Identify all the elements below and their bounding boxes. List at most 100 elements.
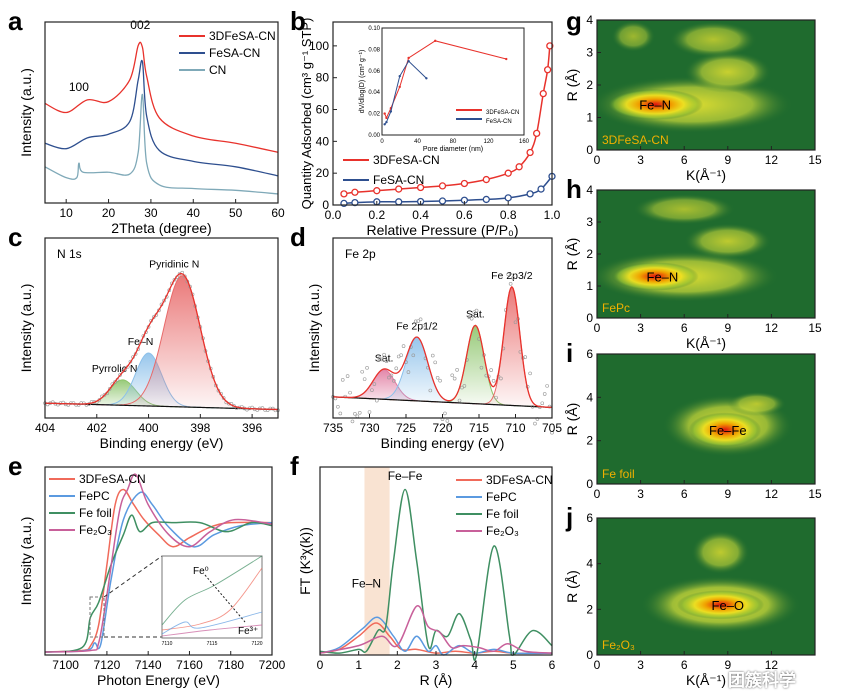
peak-label: Pyridinic N — [149, 259, 199, 271]
series-line-Fe-O- — [319, 605, 553, 654]
data-point — [504, 169, 512, 177]
heatmap-blob — [676, 590, 765, 620]
data-point — [447, 422, 452, 427]
y-tick-label: 0 — [586, 143, 593, 157]
data-point — [416, 183, 425, 192]
legend-label: Fe₂O₃ — [79, 523, 112, 537]
x-tick-label: 0.6 — [456, 208, 473, 222]
inset-x-tick-label: 40 — [414, 139, 421, 145]
data-point — [450, 373, 455, 378]
data-point — [394, 366, 399, 371]
x-axis-label: K(Å⁻¹) — [686, 672, 726, 688]
x-tick-label: 710 — [505, 421, 525, 435]
data-point — [340, 378, 345, 382]
x-tick-label: 4 — [471, 658, 478, 672]
x-tick-label: 0.0 — [325, 208, 342, 222]
series-line-Fe-foil — [44, 514, 273, 653]
data-point — [102, 393, 107, 397]
x-tick-label: 3 — [637, 153, 644, 167]
data-point — [511, 276, 515, 280]
data-point — [489, 368, 493, 372]
x-tick-label: 6 — [681, 153, 688, 167]
peak-fill — [45, 379, 278, 410]
data-point — [379, 357, 384, 362]
inset-curve — [161, 611, 263, 635]
x-tick-label: 7140 — [135, 658, 162, 672]
x-tick-label: 6 — [681, 321, 688, 335]
inset-curve — [161, 624, 263, 637]
plot-frame — [44, 237, 279, 419]
data-point — [348, 390, 352, 395]
peak-label: Fe–N — [647, 269, 679, 284]
data-point — [416, 319, 420, 323]
x-tick-label: 3 — [433, 658, 440, 672]
inset-y-tick-label: 0.04 — [368, 90, 380, 96]
x-tick-label: 5 — [510, 658, 517, 672]
y-axis-label: R (Å) — [564, 570, 580, 603]
annotation: 002 — [130, 18, 150, 32]
data-point — [268, 406, 273, 411]
peak-label: Sat. — [375, 353, 394, 365]
x-tick-label: 9 — [724, 321, 731, 335]
y-tick-label: 80 — [316, 71, 330, 85]
x-tick-label: 1 — [355, 658, 362, 672]
data-point — [340, 190, 348, 198]
panel-a: a 100 002 10 20 30 40 50 60 2Theta (degree) Intens… — [8, 6, 285, 236]
x-tick-label: 7120 — [94, 658, 121, 672]
data-point — [336, 404, 340, 409]
inset-curve — [161, 567, 263, 631]
y-axis-label: R (Å) — [564, 403, 580, 436]
data-point — [438, 197, 447, 205]
x-tick-label: 50 — [229, 206, 243, 220]
y-axis-label: Intensity (a.u.) — [18, 517, 34, 606]
data-point — [430, 353, 435, 358]
legend-label: Fe foil — [79, 506, 112, 520]
x-tick-label: 9 — [724, 153, 731, 167]
x-tick-label: 0 — [317, 658, 324, 672]
data-point — [433, 360, 438, 365]
inset-point — [383, 123, 386, 126]
x-tick-label: 6 — [549, 658, 556, 672]
x-tick-label: 30 — [144, 206, 158, 220]
panel-letter: h — [566, 174, 582, 204]
x-tick-label: 20 — [102, 206, 116, 220]
legend-label: 3DFeSA-CN — [79, 472, 146, 486]
x-axis-label: 2Theta (degree) — [111, 220, 211, 236]
data-point — [421, 323, 425, 328]
data-point — [438, 378, 442, 383]
x-tick-label: 3 — [637, 321, 644, 335]
heatmap-blob — [669, 21, 757, 58]
data-point — [357, 410, 362, 415]
data-point — [360, 369, 365, 374]
inset-point — [389, 110, 393, 113]
peak-fill — [45, 275, 278, 410]
panel-letter: f — [290, 451, 299, 481]
zoom-connector — [103, 555, 163, 598]
x-tick-label: 7160 — [176, 658, 203, 672]
legend-label: FeSA-CN — [373, 173, 424, 187]
y-axis-label: FT (K³χ(k)) — [297, 527, 313, 595]
data-point — [494, 395, 498, 400]
plot-frame — [44, 466, 273, 656]
x-tick-label: 0.2 — [368, 208, 385, 222]
data-point — [515, 163, 523, 171]
x-tick-label: 0.8 — [500, 208, 517, 222]
x-tick-label: 725 — [396, 421, 416, 435]
x-tick-label: 0 — [594, 153, 601, 167]
panel-letter: c — [8, 222, 22, 252]
y-tick-label: 1 — [586, 279, 593, 293]
fit-envelope — [332, 285, 553, 409]
panel-letter: e — [8, 451, 22, 481]
legend-label: FePC — [486, 490, 517, 504]
inset-x-tick-label: 7115 — [207, 641, 218, 647]
x-tick-label: 0 — [594, 487, 601, 501]
y-tick-label: 6 — [586, 347, 593, 361]
baseline — [332, 396, 553, 409]
x-tick-label: 15 — [808, 321, 822, 335]
x-tick-label: 715 — [469, 421, 489, 435]
data-point — [482, 175, 490, 184]
legend-label: FeSA-CN — [486, 119, 512, 125]
x-tick-label: 15 — [808, 487, 822, 501]
